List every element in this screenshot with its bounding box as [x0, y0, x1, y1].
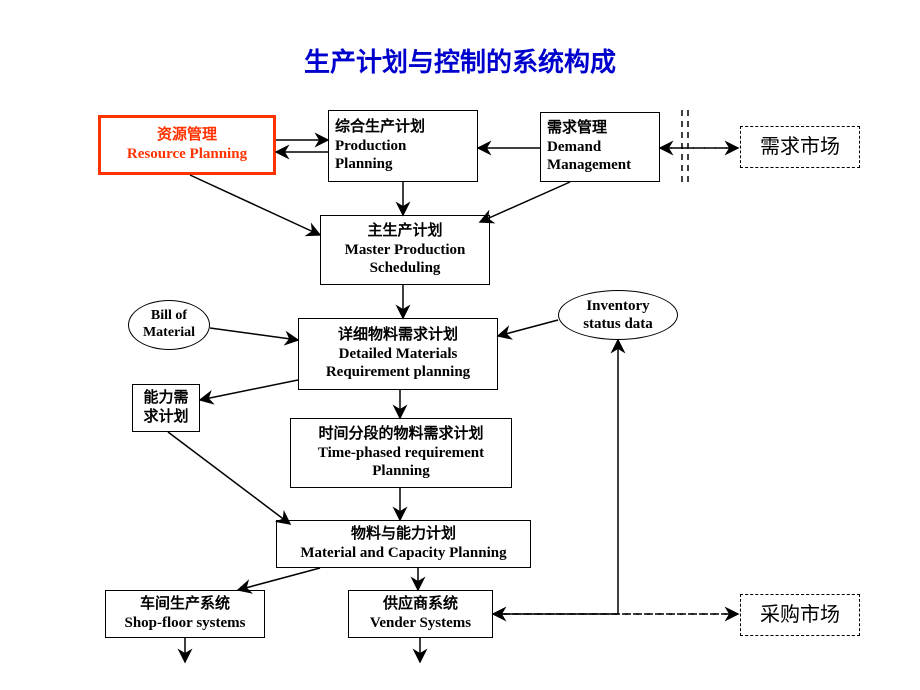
- node-label-en: status data: [583, 315, 653, 333]
- node-label-en: Resource Planning: [127, 145, 247, 164]
- node-label-en: Time-phased requirement: [318, 444, 484, 463]
- node-label-cn: 时间分段的物料需求计划: [318, 425, 483, 444]
- node-material-capacity: 物料与能力计划 Material and Capacity Planning: [276, 520, 531, 568]
- node-label-en: Planning: [335, 155, 393, 174]
- node-label-cn: 能力需: [143, 389, 188, 408]
- node-label-en: Material and Capacity Planning: [300, 544, 506, 563]
- node-purchase-market: 采购市场: [740, 594, 860, 636]
- node-label: 采购市场: [760, 603, 840, 628]
- node-timephased: 时间分段的物料需求计划 Time-phased requirement Plan…: [290, 418, 512, 488]
- node-resource-planning: 资源管理 Resource Planning: [98, 115, 276, 175]
- node-label-en: Requirement planning: [326, 363, 470, 382]
- node-label-cn: 综合生产计划: [335, 118, 425, 137]
- node-label-en: Bill of: [151, 308, 187, 325]
- node-label-cn: 求计划: [143, 408, 188, 427]
- node-label-en: Detailed Materials: [339, 345, 458, 364]
- node-bom: Bill of Material: [128, 300, 210, 350]
- node-label-en: Demand: [547, 138, 601, 157]
- node-label-cn: 供应商系统: [383, 595, 458, 614]
- node-mps: 主生产计划 Master Production Scheduling: [320, 215, 490, 285]
- node-label-en: Inventory: [586, 297, 649, 315]
- node-label-en: Material: [143, 325, 195, 342]
- node-mrp: 详细物料需求计划 Detailed Materials Requirement …: [298, 318, 498, 390]
- node-label-en: Master Production: [345, 241, 466, 260]
- node-inventory: Inventory status data: [558, 290, 678, 340]
- node-demand-management: 需求管理 Demand Management: [540, 112, 660, 182]
- node-label-en: Production: [335, 137, 406, 156]
- node-label-en: Shop-floor systems: [125, 614, 246, 633]
- node-label: 需求市场: [760, 135, 840, 160]
- node-label-en: Vender Systems: [370, 614, 471, 633]
- diagram-title: 生产计划与控制的系统构成: [0, 42, 920, 79]
- node-production-planning: 综合生产计划 Production Planning: [328, 110, 478, 182]
- node-label-en: Management: [547, 156, 631, 175]
- node-label-en: Planning: [372, 462, 430, 481]
- node-label-cn: 需求管理: [547, 119, 607, 138]
- node-label-cn: 资源管理: [157, 126, 217, 145]
- node-label-cn: 详细物料需求计划: [338, 326, 458, 345]
- node-capacity-req: 能力需 求计划: [132, 384, 200, 432]
- node-label-cn: 车间生产系统: [140, 595, 230, 614]
- node-shopfloor: 车间生产系统 Shop-floor systems: [105, 590, 265, 638]
- node-vendor: 供应商系统 Vender Systems: [348, 590, 493, 638]
- node-label-cn: 物料与能力计划: [351, 525, 456, 544]
- node-label-en: Scheduling: [370, 259, 441, 278]
- node-demand-market: 需求市场: [740, 126, 860, 168]
- node-label-cn: 主生产计划: [367, 222, 442, 241]
